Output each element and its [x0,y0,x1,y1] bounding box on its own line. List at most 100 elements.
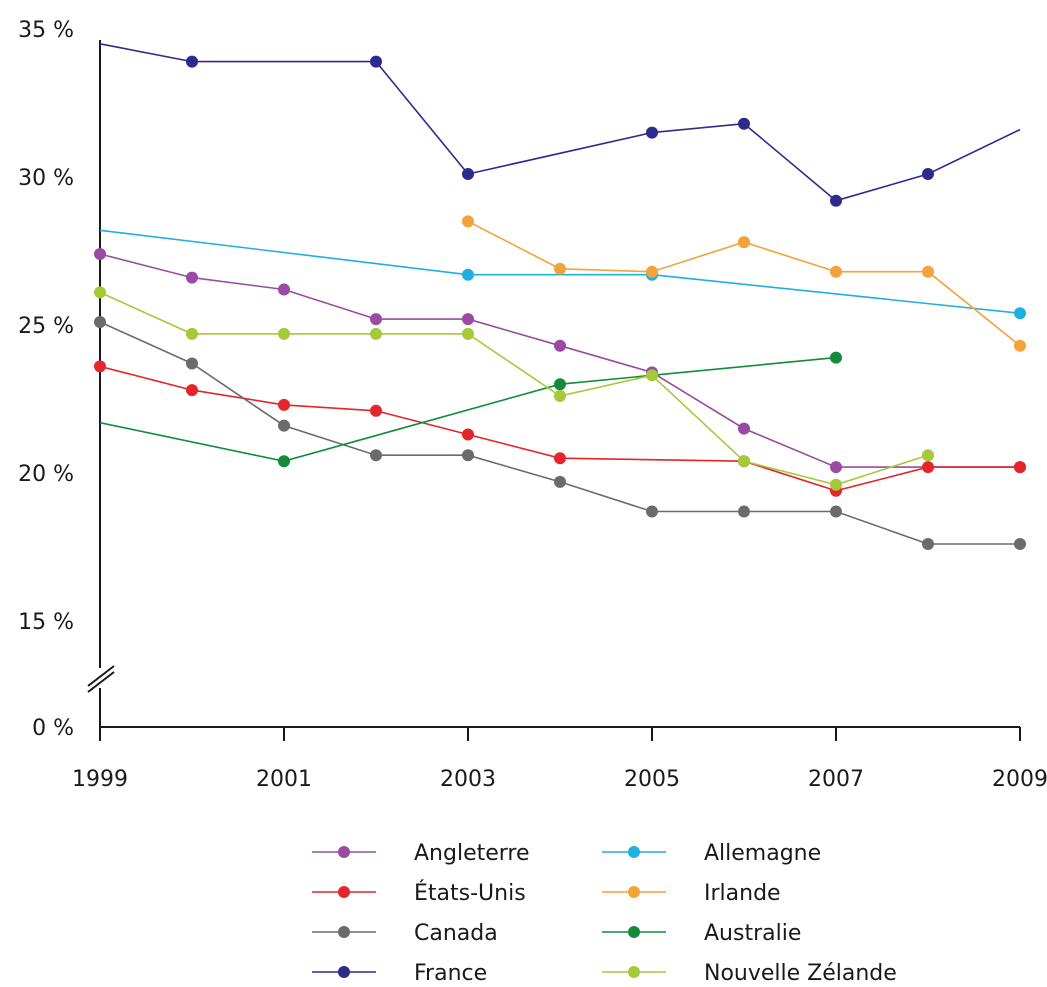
data-point [186,271,198,284]
data-point [186,384,198,397]
x-tick-label: 2005 [624,767,680,792]
data-point [186,357,198,370]
legend-item-allemagne: Allemagne [602,841,821,866]
data-point [738,505,750,518]
data-point [278,398,290,411]
data-point [278,283,290,296]
data-point [554,262,566,275]
legend-label: États-Unis [414,880,526,906]
data-point [646,369,658,382]
data-point [370,313,382,326]
y-tick-label: 35 % [18,18,74,43]
data-point [186,327,198,340]
data-point [94,286,106,299]
data-point [94,316,106,328]
data-point [462,428,474,441]
x-tick-label: 2001 [256,767,312,792]
legend-item-angleterre: Angleterre [312,841,530,866]
data-point [554,390,566,402]
legend-swatch-marker [338,886,350,898]
x-tick-label: 2003 [440,767,496,792]
data-point [554,452,566,465]
data-point [922,168,934,180]
series-angleterre [94,248,1026,474]
data-point [738,117,750,130]
data-point [278,455,290,468]
data-point [830,265,842,278]
data-point [1014,538,1026,550]
data-point [94,360,106,373]
y-tick-label: 20 % [18,462,74,487]
legend-label: France [414,961,487,986]
y-axis-break-icon [87,665,115,693]
data-point [370,327,382,340]
y-axis-tick-labels: 0 % 15 % 20 % 25 % 30 % 35 % [18,18,74,741]
y-tick-label: 15 % [18,610,74,635]
y-tick-label: 0 % [32,716,74,741]
y-tick-label: 30 % [18,166,74,191]
legend: Angleterre États-Unis Canada France Allemagn… [312,841,897,986]
data-point [922,265,934,278]
legend-swatch-marker [628,886,640,898]
legend-swatch-marker [628,966,640,978]
x-tick-label: 1999 [72,767,128,792]
data-point [830,461,842,474]
series-nouvelle-zelande [94,286,934,491]
data-point [94,248,106,260]
legend-item-australie: Australie [602,921,801,946]
data-point [462,313,474,326]
legend-swatch-marker [338,966,350,978]
legend-item-etats-unis: États-Unis [312,880,526,906]
data-point [370,449,382,462]
legend-swatch-marker [628,926,640,938]
legend-swatch-marker [628,846,640,858]
data-point [922,461,934,474]
data-point [370,55,382,68]
data-point [1014,339,1026,352]
data-point [462,215,474,228]
series-line-angleterre [99,253,1020,468]
data-point [646,505,658,518]
legend-label: Nouvelle Zélande [704,961,897,986]
series-line-nouvelle-zelande [99,291,929,486]
data-point [554,378,566,391]
series-allemagne [99,229,1026,320]
legend-item-nouvelle-zelande: Nouvelle Zélande [602,961,897,986]
data-point [554,475,566,488]
data-point [186,55,198,68]
data-point [278,327,290,340]
legend-label: Irlande [704,881,781,906]
data-point [278,419,290,432]
data-point [1014,307,1026,320]
legend-label: Canada [414,921,498,946]
data-point [462,327,474,340]
series-france [99,43,1021,207]
series-irlande [462,215,1026,352]
data-point [830,505,842,518]
series-australie [99,351,842,468]
data-point [738,455,750,468]
data-point [554,339,566,352]
data-point [370,404,382,417]
data-point [738,236,750,249]
series-line-france [99,43,1021,202]
x-tick-label: 2009 [992,767,1047,792]
data-point [1014,461,1026,474]
data-point [462,449,474,462]
legend-swatch-marker [338,846,350,858]
legend-item-france: France [312,961,487,986]
series-line-etats-unis [99,365,1020,492]
data-point [462,168,474,180]
x-axis-ticks: 1999 2001 2003 2005 2007 2009 [72,727,1047,792]
series-line-australie [99,356,837,463]
legend-item-canada: Canada [312,921,498,946]
legend-swatch-marker [338,926,350,938]
data-point [830,478,842,491]
legend-label: Australie [704,921,801,946]
legend-label: Angleterre [414,841,530,866]
y-tick-label: 25 % [18,314,74,339]
legend-label: Allemagne [704,841,821,866]
series-line-canada [99,321,1020,545]
x-tick-label: 2007 [808,767,864,792]
